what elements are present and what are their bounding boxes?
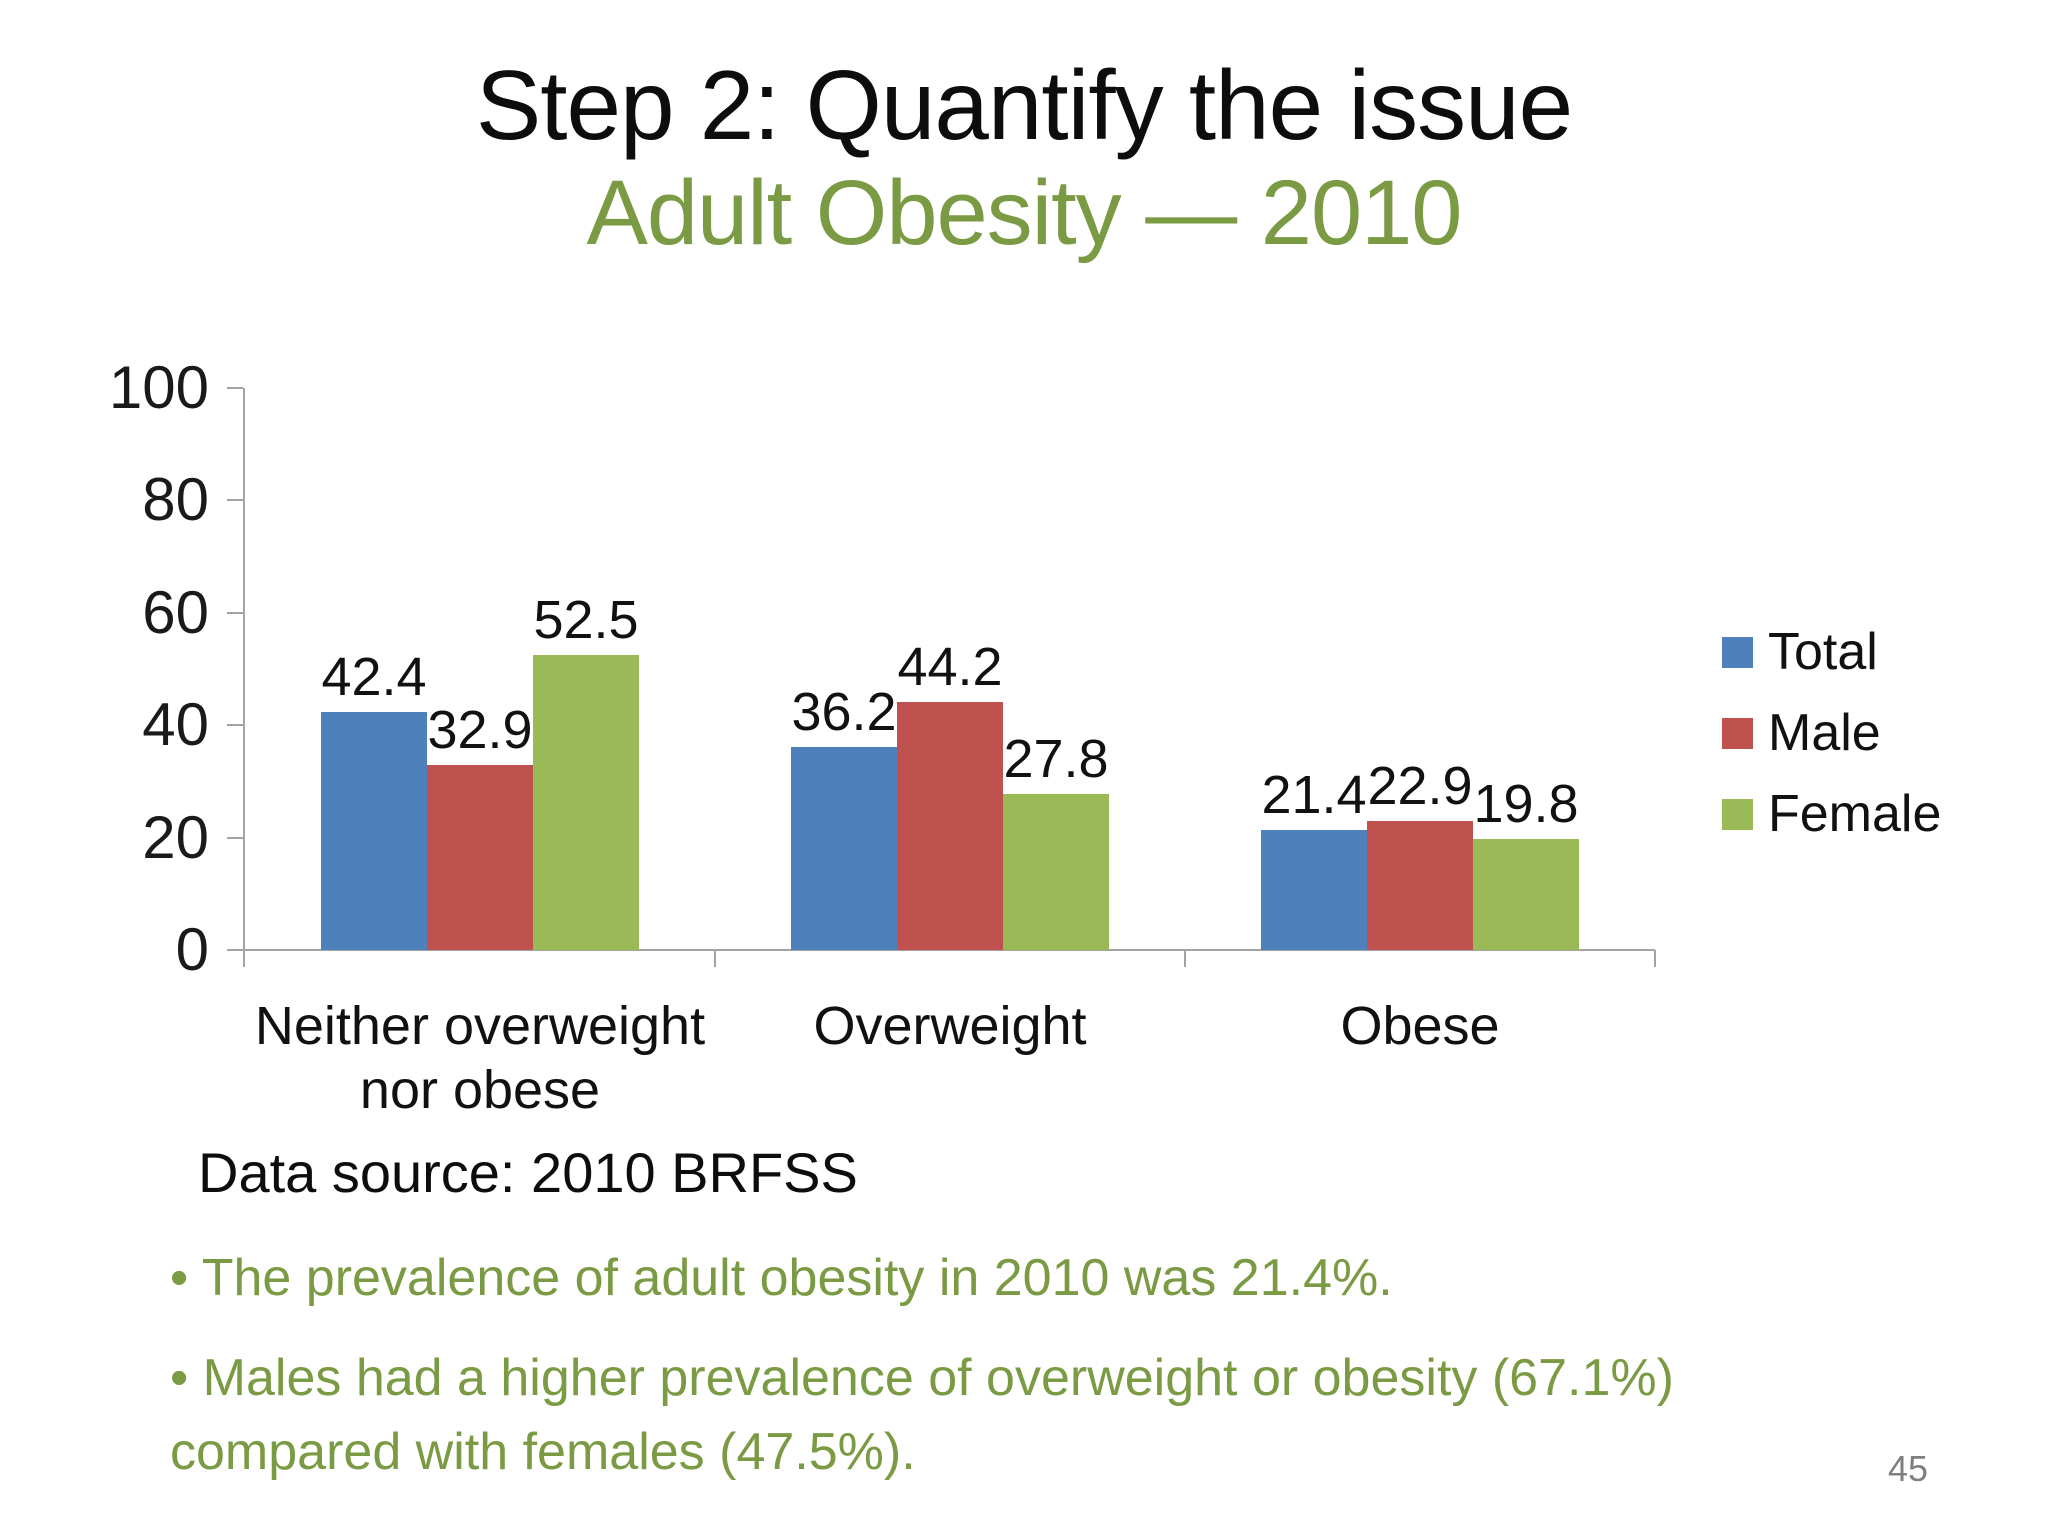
bullet-text: Males had a higher prevalence of overwei… [170, 1348, 1674, 1481]
bar-total-2 [1261, 829, 1367, 950]
bar-value-label: 21.4 [1261, 764, 1367, 825]
bar-value-label: 42.4 [321, 646, 427, 707]
legend-item-female: Female [1722, 784, 1941, 844]
bar-male-1 [897, 701, 1003, 950]
bar-value-label: 36.2 [791, 681, 897, 742]
y-axis-tick [227, 724, 243, 727]
y-axis-tick [227, 387, 243, 389]
bullet-text: The prevalence of adult obesity in 2010 … [201, 1249, 1393, 1307]
x-axis-tick [1654, 950, 1656, 967]
y-axis-tick [227, 499, 243, 502]
x-axis-line [245, 949, 1655, 951]
x-axis-category-label-line: Overweight [813, 996, 1087, 1056]
y-axis-line [243, 388, 245, 967]
y-axis-tick [227, 949, 243, 951]
x-axis-category-label-line: Neither overweight [254, 996, 706, 1056]
bar-female-0 [533, 654, 639, 950]
legend-swatch-female [1722, 798, 1753, 830]
y-axis-tick-label: 40 [142, 691, 209, 759]
bar-male-0 [427, 765, 533, 950]
page-number: 45 [1888, 1448, 1929, 1489]
bar-total-0 [321, 711, 427, 950]
y-axis-tick-label: 0 [175, 916, 209, 983]
slide-subtitle: Adult Obesity — 2010 [586, 162, 1463, 264]
bar-value-label: 22.9 [1367, 756, 1473, 817]
bar-female-2 [1473, 838, 1579, 950]
y-axis-tick-label: 20 [142, 803, 209, 871]
bar-total-1 [791, 746, 897, 950]
legend-item-male: Male [1722, 703, 1941, 763]
x-axis-category-label: Overweight [715, 995, 1185, 1059]
bar-male-2 [1367, 821, 1473, 950]
legend-item-total: Total [1722, 622, 1941, 682]
slide-title: Step 2: Quantify the issue [475, 50, 1573, 160]
y-axis-tick-label: 80 [142, 466, 209, 534]
bar-value-label: 44.2 [897, 636, 1003, 697]
y-axis-tick [227, 611, 243, 614]
bullet-list: • The prevalence of adult obesity in 201… [170, 1242, 1910, 1515]
bar-female-1 [1003, 793, 1109, 950]
y-axis-tick [227, 836, 243, 839]
bullet-item: • Males had a higher prevalence of overw… [170, 1342, 1910, 1490]
chart-legend: Total Male Female [1722, 622, 1941, 865]
bullet-marker: • [170, 1249, 202, 1307]
legend-swatch-male [1722, 717, 1753, 749]
x-axis-category-label: Obese [1185, 995, 1655, 1059]
data-source-note: Data source: 2010 BRFSS [198, 1141, 858, 1204]
bar-value-label: 52.5 [533, 589, 639, 650]
x-axis-tick [714, 950, 716, 967]
bullet-item: • The prevalence of adult obesity in 201… [170, 1242, 1910, 1316]
bar-value-label: 27.8 [1003, 728, 1109, 789]
x-axis-tick [1184, 950, 1186, 967]
bar-value-label: 32.9 [427, 700, 533, 761]
legend-swatch-total [1722, 636, 1753, 668]
legend-label: Female [1768, 785, 1942, 843]
x-axis-category-label-line: nor obese [359, 1059, 601, 1120]
y-axis-tick-label: 60 [142, 578, 209, 646]
y-axis-tick-label: 100 [108, 354, 209, 421]
legend-label: Total [1768, 623, 1878, 681]
x-axis-category-label-line: Obese [1340, 996, 1500, 1056]
legend-label: Male [1768, 704, 1881, 762]
x-axis-category-label: Neither overweight nor obese [245, 995, 715, 1122]
bullet-marker: • [170, 1348, 203, 1407]
bar-value-label: 19.8 [1473, 773, 1579, 834]
